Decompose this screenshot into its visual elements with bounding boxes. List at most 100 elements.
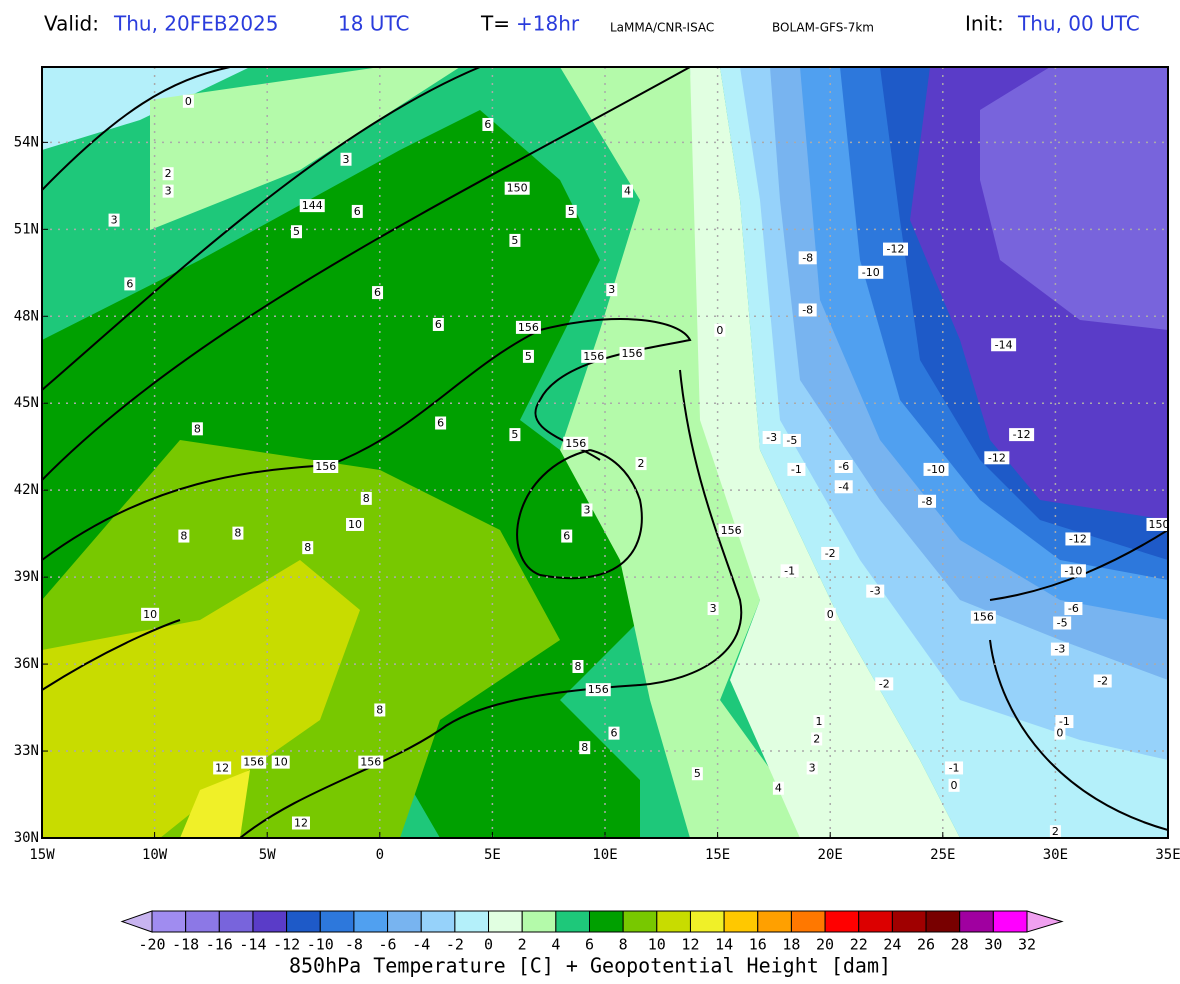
contour-label: 156: [622, 347, 643, 360]
contour-label: 6: [126, 277, 133, 290]
contour-label: 2: [638, 457, 645, 470]
colorbar-label: -20: [138, 936, 165, 954]
colorbar-label: -14: [239, 936, 266, 954]
colorbar-box: [790, 910, 826, 933]
contour-label-box: [780, 564, 799, 578]
contour-label-box: [718, 523, 744, 537]
colorbar-box: [589, 910, 624, 933]
contour-line: [42, 67, 691, 481]
contour-label: 10: [274, 756, 288, 769]
contour-label: -12: [988, 451, 1006, 464]
contour-label: 156: [243, 756, 264, 769]
colorbar-label: 24: [883, 936, 901, 954]
contour-line: [516, 449, 643, 580]
contour-label: 156: [315, 460, 336, 473]
contour-label: -12: [1069, 532, 1087, 545]
contour-label-box: [834, 459, 853, 473]
colorbar-box: [252, 910, 288, 933]
contour-label-box: [178, 529, 190, 543]
field-cold-nw: [42, 67, 250, 150]
contour-label-box: [346, 517, 365, 531]
contour-label-box: [509, 428, 521, 442]
x-tick-label: 15W: [29, 847, 55, 863]
y-tick-label: 45N: [14, 395, 39, 411]
contour-label: 156: [973, 611, 994, 624]
colorbar-label: -8: [345, 936, 363, 954]
colorbar-extension: [1026, 910, 1064, 933]
contour-label: 3: [710, 602, 717, 615]
contour-label-box: [608, 726, 620, 740]
contour-label: 8: [363, 492, 370, 505]
contour-label: 150: [507, 182, 528, 195]
contour-label-box: [918, 494, 937, 508]
contour-label-box: [291, 816, 310, 830]
colorbar-box: [286, 910, 321, 933]
contour-label-box: [374, 703, 386, 717]
step: +18hr: [516, 12, 580, 36]
contour-label: -12: [1013, 428, 1031, 441]
contour-label: 6: [611, 727, 618, 740]
colorbar-label: -16: [206, 936, 233, 954]
colorbar-label: 0: [484, 936, 493, 954]
colorbar-label: 30: [984, 936, 1002, 954]
colorbar-extension: [120, 910, 153, 933]
contour-label: -12: [887, 243, 905, 256]
contour-label: -5: [786, 434, 797, 447]
contour-label-box: [619, 346, 645, 360]
init: Thu, 00 UTC: [1017, 12, 1140, 36]
contour-label-box: [124, 277, 136, 291]
colorbar-box: [824, 910, 860, 933]
contour-label-box: [1053, 616, 1072, 630]
contour-label: 10: [143, 608, 157, 621]
contour-label-box: [482, 117, 494, 131]
colorbar-label: 14: [715, 936, 733, 954]
contour-label-box: [762, 431, 781, 445]
y-tick-label: 30N: [14, 830, 39, 846]
contour-label-box: [1064, 602, 1083, 616]
colorbar: -20 -18 -16 -14 -12 -10 -8 -6 -4 -2 0 2 4 6 8 10 12 14 16 1…: [120, 910, 1064, 954]
field-band-12-14: [180, 770, 250, 838]
valid-date: Thu, 20FEB2025: [113, 12, 279, 36]
colorbar-label: 6: [585, 936, 594, 954]
colorbar-label: -12: [273, 936, 300, 954]
contour-label-box: [581, 349, 607, 363]
contour-label: -5: [1057, 617, 1068, 630]
colorbar-label: -10: [307, 936, 334, 954]
contour-label: -1: [1059, 715, 1070, 728]
contour-label: 3: [583, 503, 590, 516]
contour-label: -14: [995, 338, 1013, 351]
model: BOLAM-GFS-7km: [772, 21, 874, 35]
x-tick-label: 15E: [705, 847, 730, 863]
contour-label-box: [351, 204, 363, 218]
contour-label: -1: [791, 463, 802, 476]
contour-label: 8: [194, 422, 201, 435]
colorbar-label: 26: [917, 936, 935, 954]
contour-label-box: [563, 436, 589, 450]
field-band-2-4: [560, 67, 820, 838]
plot-frame: [41, 66, 1169, 839]
colorbar-box: [151, 910, 187, 933]
x-tick-label: 10E: [592, 847, 617, 863]
contour-label: 156: [583, 350, 604, 363]
contour-label: -1: [784, 564, 795, 577]
colorbar-box: [858, 910, 893, 933]
contour-label-box: [691, 767, 703, 781]
contour-label: 5: [568, 205, 575, 218]
contour-label: 5: [511, 234, 518, 247]
contour-label: 0: [716, 324, 723, 337]
contour-label-box: [1054, 726, 1066, 740]
contour-label: 8: [234, 527, 241, 540]
contour-label-box: [435, 416, 447, 430]
contour-line: [42, 619, 181, 691]
init-label: Init:: [965, 12, 1004, 36]
y-tick-label: 42N: [14, 482, 39, 498]
colorbar-box: [757, 910, 792, 933]
contour-label-box: [714, 323, 726, 337]
contour-label-box: [182, 94, 194, 108]
x-tick-label: 30E: [1043, 847, 1068, 863]
colorbar-box: [218, 910, 254, 933]
colorbar-box: [387, 910, 422, 933]
x-tick-label: 20E: [818, 847, 843, 863]
contour-label-box: [241, 755, 267, 769]
